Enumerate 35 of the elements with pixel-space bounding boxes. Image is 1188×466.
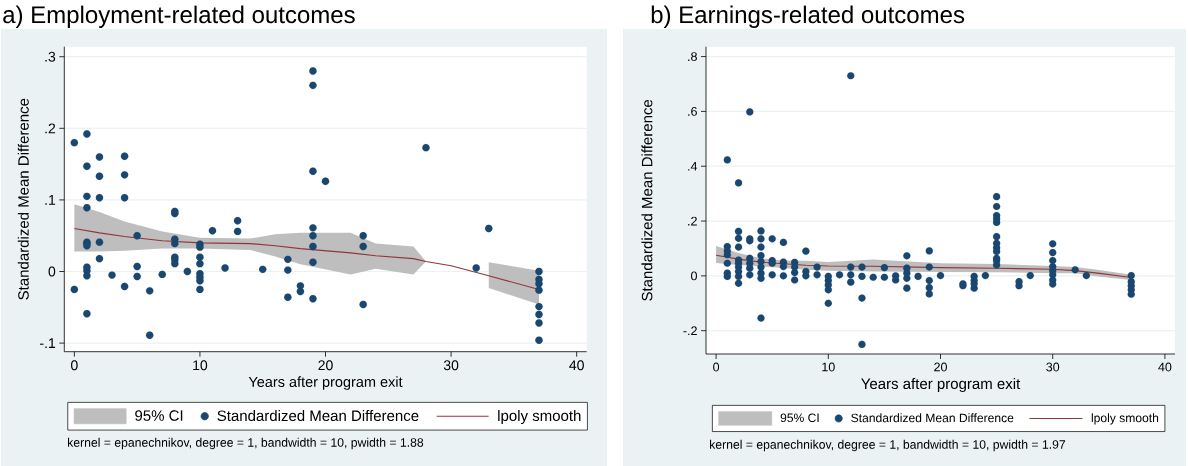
x-tick-label: 40 [1158, 362, 1172, 372]
x-axis-title: Years after program exit [248, 376, 403, 390]
chart-title: b) Earnings-related outcomes [651, 5, 965, 28]
legend-label: lpoly smooth [498, 410, 581, 425]
y-tick-label: -.2 [683, 326, 697, 336]
x-axis-title: Years after program exit [861, 378, 1021, 393]
y-tick-label: .3 [45, 51, 56, 62]
y-tick-label: .2 [45, 123, 56, 134]
x-tick-label: 30 [443, 360, 459, 371]
y-tick-label: -.1 [40, 338, 56, 348]
y-tick-label: .2 [688, 216, 697, 226]
y-tick-label: .4 [688, 161, 698, 171]
y-axis-title: Standardized Mean Difference [17, 98, 29, 300]
x-tick-label: 0 [713, 362, 720, 372]
x-tick-label: 20 [934, 362, 947, 372]
x-tick-label: 0 [71, 360, 78, 371]
y-tick-label: .8 [688, 52, 697, 61]
text: kernel = epanechnikov, degree = 1, bandwidth = 10, pwidth = 1.88 [68, 437, 424, 450]
legend-label: lpoly smooth [1091, 413, 1159, 425]
x-tick-label: 30 [1046, 362, 1060, 372]
x-tick-label: 10 [822, 362, 835, 372]
y-tick-label: 0 [691, 271, 697, 281]
legend-label: 95% CI [780, 413, 819, 423]
y-tick-label: .1 [45, 195, 56, 205]
x-tick-label: 40 [569, 360, 584, 371]
legend-label: Standardized Mean Difference [851, 413, 1014, 423]
legend-label: Standardized Mean Difference [217, 410, 419, 422]
y-axis-title: Standardized Mean Difference [641, 99, 653, 301]
y-tick-label: .6 [688, 106, 697, 116]
chart-title: a) Employment-related outcomes [3, 5, 355, 28]
x-tick-label: 10 [193, 360, 208, 371]
x-tick-label: 20 [318, 360, 333, 371]
text: kernel = epanechnikov, degree = 1, bandwidth = 10, pwidth = 1.97 [710, 439, 1066, 452]
y-tick-label: 0 [48, 266, 56, 277]
legend-label: 95% CI [135, 410, 183, 421]
